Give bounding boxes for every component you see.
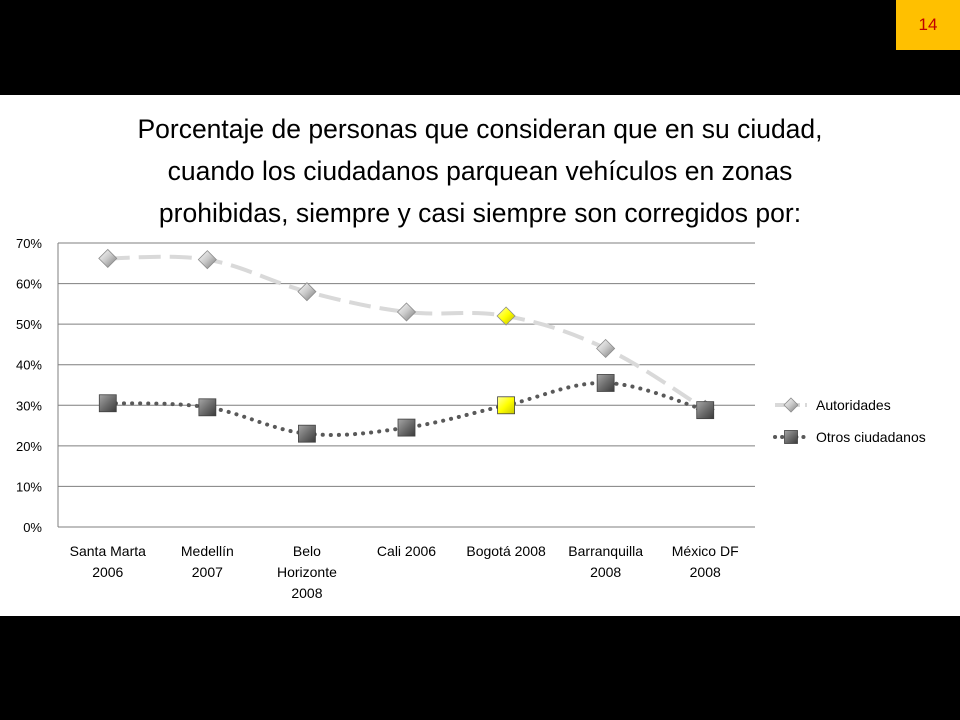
y-tick-label: 60% xyxy=(16,277,42,292)
x-tick-label: Cali 2006 xyxy=(377,543,436,559)
x-tick-label-line: Horizonte xyxy=(277,564,337,580)
autoridades-point xyxy=(596,338,616,359)
x-tick-label-line: 2008 xyxy=(690,564,721,580)
x-tick-label-line: 2008 xyxy=(291,585,322,601)
series-markers xyxy=(98,248,715,443)
x-tick-label: Medellín 2007 xyxy=(181,543,234,580)
otros-ciudadanos-point xyxy=(397,418,416,437)
page-number: 14 xyxy=(896,0,960,50)
y-tick-label: 0% xyxy=(23,520,42,535)
otros-ciudadanos-point xyxy=(497,396,515,415)
chart-legend: Autoridades Otros ciudadanos xyxy=(773,397,926,445)
y-axis-ticks: 0% 10% 20% 30% 40% 50% 60% 70% xyxy=(16,236,42,535)
x-tick-label: Bogotá 2008 xyxy=(466,543,546,559)
chart-gridlines xyxy=(57,242,755,528)
y-tick-label: 40% xyxy=(16,358,42,373)
legend-marker-square xyxy=(784,430,798,444)
x-tick-label-line: Barranquilla xyxy=(568,543,643,559)
y-tick-label: 20% xyxy=(16,439,42,454)
y-tick-label: 30% xyxy=(16,398,42,413)
legend-marker-diamond xyxy=(783,397,799,413)
x-tick-label: Barranquilla 2008 xyxy=(568,543,643,580)
x-tick-label-line: 2008 xyxy=(590,564,621,580)
x-tick-label-line: 2006 xyxy=(92,564,123,580)
legend-label: Autoridades xyxy=(816,397,891,413)
otros-ciudadanos-point xyxy=(298,424,316,443)
title-line-2: cuando los ciudadanos parquean vehículos… xyxy=(167,156,793,186)
x-tick-label: Belo Horizonte 2008 xyxy=(277,543,337,601)
x-tick-label: México DF 2008 xyxy=(672,543,739,580)
otros-ciudadanos-point xyxy=(198,398,217,417)
x-tick-label-line: Medellín xyxy=(181,543,234,559)
autoridades-point xyxy=(297,282,317,302)
otros-ciudadanos-point xyxy=(696,401,715,420)
y-tick-label: 10% xyxy=(16,479,42,494)
x-tick-label-line: Bogotá 2008 xyxy=(466,543,546,559)
autoridades-point xyxy=(396,302,417,322)
y-tick-label: 70% xyxy=(16,236,42,251)
autoridades-point xyxy=(98,248,118,268)
otros-ciudadanos-point xyxy=(98,394,117,413)
autoridades-point xyxy=(197,250,217,270)
y-tick-label: 50% xyxy=(16,317,42,332)
x-tick-label-line: 2007 xyxy=(192,564,223,580)
legend-label: Otros ciudadanos xyxy=(816,429,926,445)
title-line-1: Porcentaje de personas que consideran qu… xyxy=(137,114,823,144)
series-line-1 xyxy=(107,254,707,412)
title-line-3: prohibidas, siempre y casi siempre son c… xyxy=(158,198,802,228)
otros-ciudadanos-point xyxy=(596,374,615,392)
x-tick-label-line: México DF xyxy=(672,543,739,559)
x-tick-label-line: Belo xyxy=(293,543,321,559)
x-tick-label-line: Santa Marta xyxy=(70,543,146,559)
x-tick-label-line: Cali 2006 xyxy=(377,543,436,559)
autoridades-point xyxy=(496,306,516,326)
x-axis-ticks: Santa Marta 2006 Medellín 2007 Belo Horizonte… xyxy=(70,543,739,601)
x-tick-label: Santa Marta 2006 xyxy=(70,543,146,580)
slide-title: Porcentaje de personas que consideran qu… xyxy=(60,108,900,234)
slide-background xyxy=(0,95,960,616)
